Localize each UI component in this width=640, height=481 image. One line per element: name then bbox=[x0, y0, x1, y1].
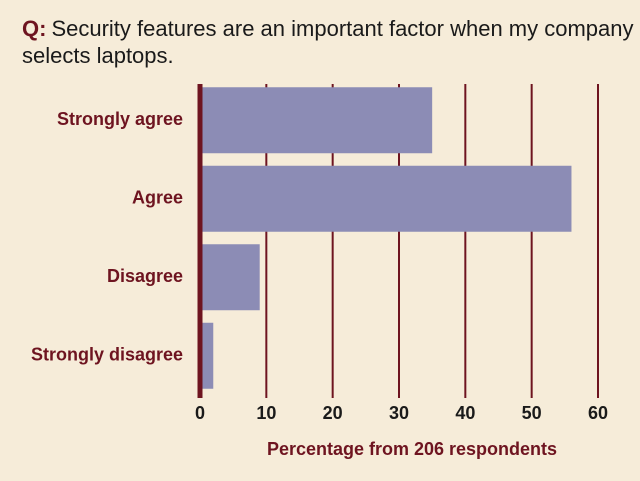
bar bbox=[200, 165, 572, 232]
category-label: Strongly disagree bbox=[31, 345, 183, 365]
title-prefix: Q: bbox=[22, 16, 46, 41]
x-tick-label: 0 bbox=[195, 403, 205, 423]
bar bbox=[200, 244, 260, 311]
x-tick-label: 40 bbox=[455, 403, 475, 423]
x-tick-label: 20 bbox=[323, 403, 343, 423]
x-tick-label: 10 bbox=[256, 403, 276, 423]
x-tick-label: 60 bbox=[588, 403, 608, 423]
category-label: Strongly agree bbox=[57, 109, 183, 129]
bar bbox=[200, 87, 433, 154]
x-tick-label: 30 bbox=[389, 403, 409, 423]
title-line: Security features are an important facto… bbox=[51, 16, 633, 41]
category-label: Agree bbox=[132, 188, 183, 208]
title-line: selects laptops. bbox=[22, 43, 174, 68]
x-axis-label: Percentage from 206 respondents bbox=[267, 439, 557, 459]
chart-title: Q: Security features are an important fac… bbox=[22, 16, 634, 68]
category-label: Disagree bbox=[107, 266, 183, 286]
x-tick-label: 50 bbox=[522, 403, 542, 423]
bar bbox=[200, 322, 214, 389]
